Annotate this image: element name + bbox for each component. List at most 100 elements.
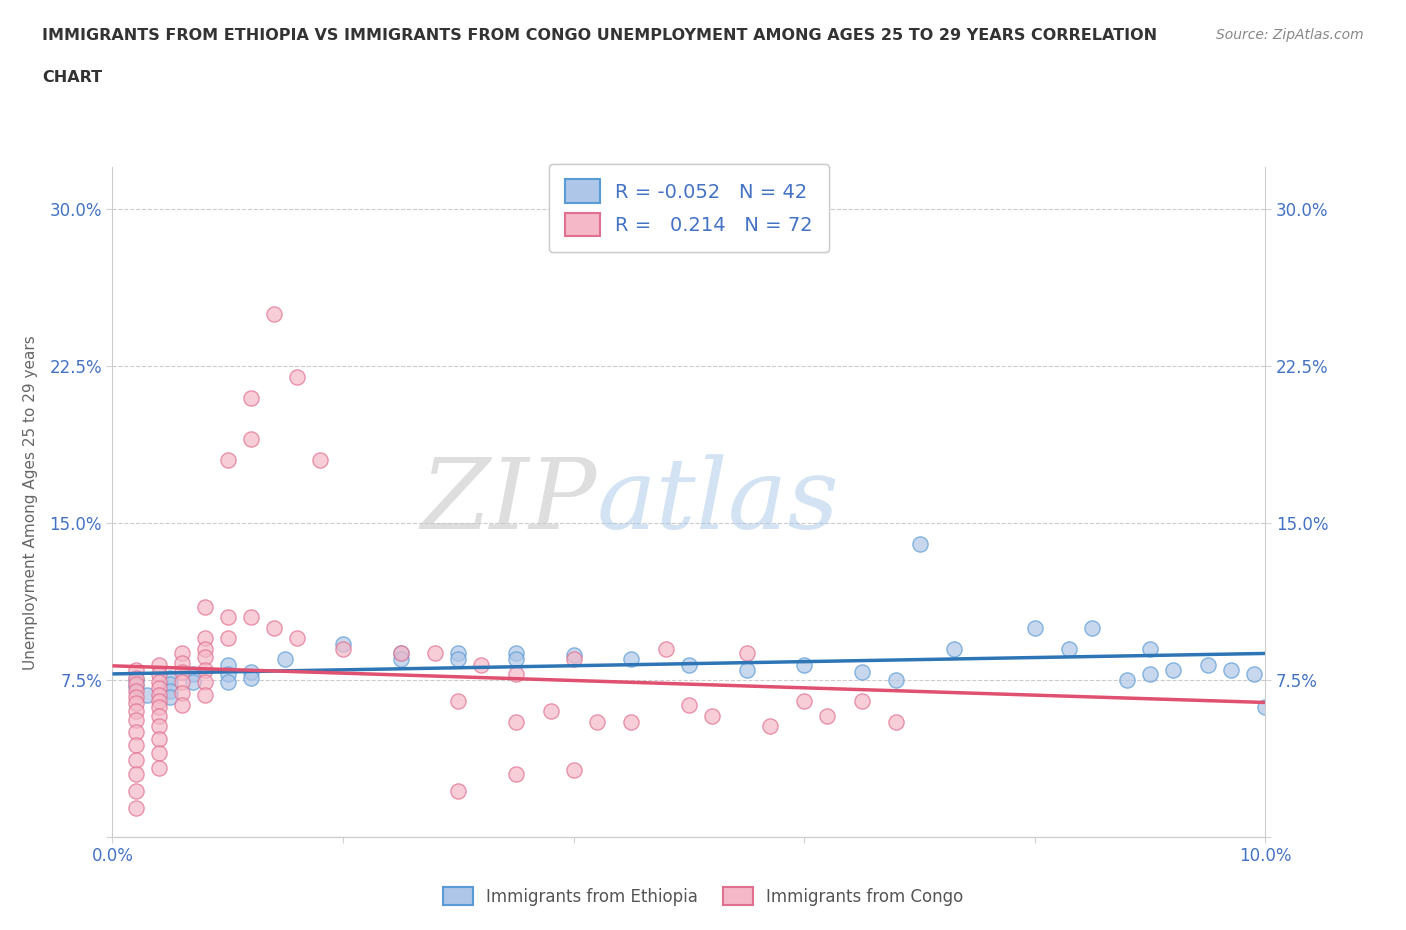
Point xyxy=(170,664,193,679)
Point xyxy=(447,652,470,667)
Point xyxy=(239,664,262,679)
Point xyxy=(505,667,527,682)
Point xyxy=(585,714,607,729)
Point xyxy=(148,709,170,724)
Point xyxy=(1219,662,1241,677)
Point xyxy=(285,631,308,645)
Point xyxy=(540,704,562,719)
Point xyxy=(505,652,527,667)
Point xyxy=(148,761,170,776)
Text: IMMIGRANTS FROM ETHIOPIA VS IMMIGRANTS FROM CONGO UNEMPLOYMENT AMONG AGES 25 TO : IMMIGRANTS FROM ETHIOPIA VS IMMIGRANTS F… xyxy=(42,28,1157,43)
Point xyxy=(124,683,146,698)
Point xyxy=(181,667,204,682)
Point xyxy=(159,671,181,685)
Point xyxy=(263,307,285,322)
Point xyxy=(908,537,931,551)
Point xyxy=(1081,620,1104,635)
Point xyxy=(217,610,239,625)
Point xyxy=(562,652,585,667)
Point xyxy=(181,675,204,690)
Point xyxy=(148,658,170,673)
Point xyxy=(389,645,412,660)
Point xyxy=(309,453,332,468)
Point xyxy=(735,662,758,677)
Point xyxy=(505,714,527,729)
Point xyxy=(943,642,966,657)
Point xyxy=(124,783,146,798)
Point xyxy=(239,391,262,405)
Point xyxy=(1197,658,1219,673)
Point xyxy=(758,719,780,734)
Point xyxy=(124,725,146,740)
Point xyxy=(735,645,758,660)
Point xyxy=(332,642,354,657)
Point xyxy=(148,675,170,690)
Point xyxy=(148,681,170,696)
Point xyxy=(851,664,873,679)
Point xyxy=(148,694,170,709)
Point xyxy=(389,645,412,660)
Point xyxy=(124,679,146,694)
Point xyxy=(793,694,815,709)
Point xyxy=(239,671,262,685)
Point xyxy=(194,675,217,690)
Text: atlas: atlas xyxy=(596,455,839,550)
Point xyxy=(159,677,181,692)
Point xyxy=(124,766,146,781)
Point xyxy=(678,698,700,712)
Point xyxy=(217,631,239,645)
Point xyxy=(194,662,217,677)
Point xyxy=(217,675,239,690)
Point xyxy=(655,642,678,657)
Text: ZIP: ZIP xyxy=(420,455,596,550)
Point xyxy=(148,746,170,761)
Point xyxy=(678,658,700,673)
Point xyxy=(793,658,815,673)
Point xyxy=(1059,642,1081,657)
Point xyxy=(815,709,838,724)
Point xyxy=(505,766,527,781)
Point xyxy=(447,694,470,709)
Point xyxy=(170,685,193,700)
Point xyxy=(562,763,585,777)
Point xyxy=(159,689,181,704)
Legend: R = -0.052   N = 42, R =   0.214   N = 72: R = -0.052 N = 42, R = 0.214 N = 72 xyxy=(550,164,828,252)
Point xyxy=(886,714,908,729)
Point xyxy=(148,687,170,702)
Point xyxy=(124,800,146,815)
Point xyxy=(1116,672,1139,687)
Point xyxy=(447,645,470,660)
Point xyxy=(159,683,181,698)
Point xyxy=(217,667,239,682)
Point xyxy=(263,620,285,635)
Point xyxy=(447,783,470,798)
Point xyxy=(124,696,146,711)
Point xyxy=(124,704,146,719)
Point xyxy=(194,600,217,615)
Point xyxy=(700,709,723,724)
Point xyxy=(505,645,527,660)
Point xyxy=(124,712,146,727)
Point xyxy=(124,677,146,692)
Point xyxy=(620,652,643,667)
Point xyxy=(136,687,159,702)
Point xyxy=(194,631,217,645)
Y-axis label: Unemployment Among Ages 25 to 29 years: Unemployment Among Ages 25 to 29 years xyxy=(24,335,38,670)
Point xyxy=(148,719,170,734)
Text: Source: ZipAtlas.com: Source: ZipAtlas.com xyxy=(1216,28,1364,42)
Point xyxy=(148,667,170,682)
Point xyxy=(332,637,354,652)
Point xyxy=(851,694,873,709)
Point xyxy=(124,689,146,704)
Point xyxy=(239,610,262,625)
Point xyxy=(425,645,447,660)
Point xyxy=(124,672,146,687)
Point xyxy=(1254,700,1277,715)
Point xyxy=(1161,662,1184,677)
Point xyxy=(148,731,170,746)
Point xyxy=(170,656,193,671)
Text: CHART: CHART xyxy=(42,70,103,85)
Point xyxy=(1139,667,1161,682)
Point xyxy=(194,687,217,702)
Legend: Immigrants from Ethiopia, Immigrants from Congo: Immigrants from Ethiopia, Immigrants fro… xyxy=(436,881,970,912)
